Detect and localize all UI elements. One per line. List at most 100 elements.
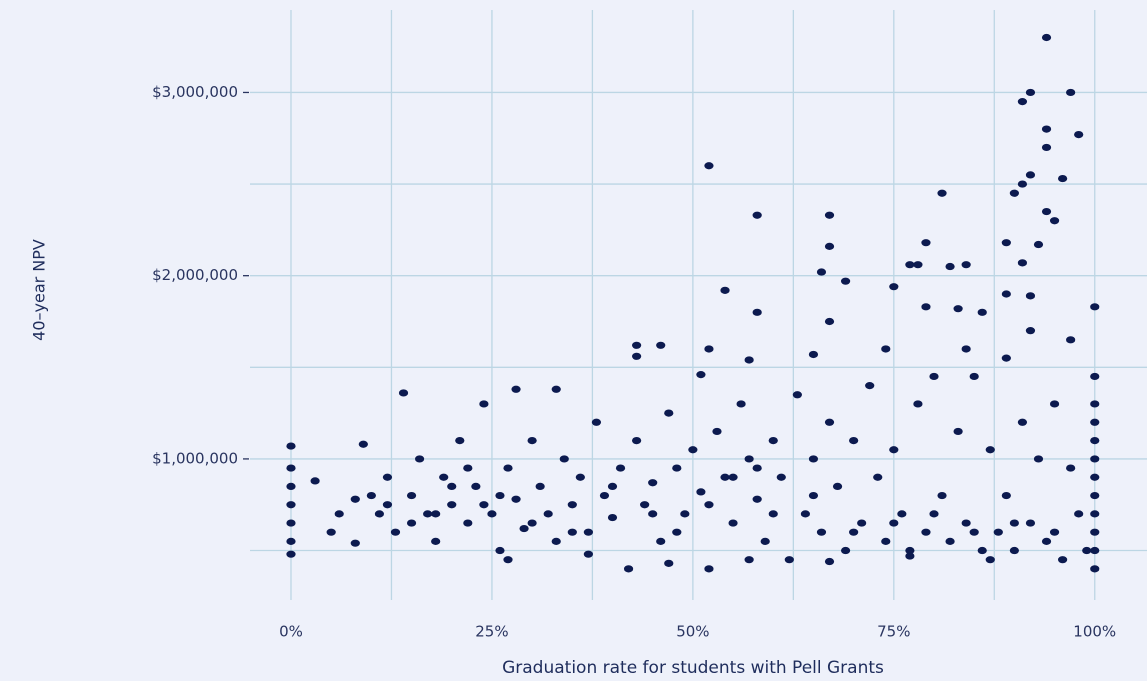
point	[1090, 372, 1100, 381]
point	[447, 482, 457, 490]
point	[961, 345, 971, 353]
point	[640, 501, 650, 509]
point	[840, 277, 851, 285]
point	[423, 510, 433, 518]
point	[728, 473, 738, 481]
point	[1033, 240, 1044, 249]
point	[1090, 473, 1100, 481]
point	[929, 510, 939, 518]
point	[816, 528, 827, 536]
point	[519, 524, 529, 533]
point	[495, 546, 505, 555]
point	[463, 464, 473, 472]
point	[704, 345, 714, 353]
point	[728, 519, 738, 527]
point	[985, 556, 995, 564]
point	[599, 491, 610, 500]
point	[953, 427, 963, 436]
point	[1074, 510, 1084, 518]
y-tick-label: $3,000,000	[152, 83, 238, 101]
point	[286, 550, 296, 558]
point	[945, 537, 955, 545]
point	[961, 261, 971, 269]
point	[656, 341, 666, 349]
y-axis-title: 40–year NPV	[30, 239, 49, 341]
point	[623, 565, 634, 573]
point	[286, 442, 296, 450]
point	[1041, 207, 1052, 216]
point	[1058, 556, 1068, 564]
point	[575, 473, 585, 481]
point	[905, 546, 915, 555]
point	[1090, 510, 1100, 518]
point	[752, 211, 762, 219]
point	[768, 436, 778, 445]
point	[382, 501, 393, 509]
point	[551, 385, 561, 393]
point	[937, 491, 947, 500]
point	[712, 427, 722, 436]
point	[808, 491, 819, 500]
point	[1025, 171, 1036, 179]
point	[632, 352, 642, 360]
point	[913, 261, 923, 269]
point	[447, 501, 457, 509]
point	[744, 556, 754, 564]
point	[431, 537, 441, 545]
point	[543, 510, 553, 518]
point	[921, 303, 931, 311]
point	[431, 510, 441, 518]
point	[286, 482, 296, 490]
x-tick-label: 0%	[279, 623, 303, 641]
point	[1001, 239, 1011, 247]
point	[1025, 327, 1036, 335]
point	[1066, 336, 1076, 344]
point	[559, 455, 569, 463]
point	[889, 283, 899, 291]
point	[680, 510, 690, 518]
point	[527, 519, 537, 527]
point	[310, 477, 320, 485]
point	[977, 308, 987, 316]
point	[374, 510, 385, 518]
point	[913, 400, 923, 408]
point	[479, 400, 489, 408]
point	[832, 482, 843, 490]
point	[937, 189, 947, 197]
point	[704, 565, 714, 573]
point	[1049, 400, 1060, 408]
point	[1090, 528, 1100, 536]
point	[720, 473, 730, 481]
point	[615, 464, 626, 472]
point	[824, 317, 835, 326]
point	[1090, 303, 1100, 311]
point	[840, 546, 851, 555]
point	[567, 528, 577, 536]
point	[1025, 292, 1036, 300]
point	[1009, 519, 1019, 527]
point	[382, 473, 393, 481]
point	[503, 464, 513, 472]
point	[1009, 189, 1019, 197]
point	[744, 455, 754, 463]
point	[664, 559, 674, 567]
point	[921, 528, 931, 536]
point	[503, 556, 513, 564]
point	[704, 162, 714, 170]
point	[736, 400, 746, 408]
point	[1041, 33, 1052, 42]
point	[1001, 290, 1011, 298]
point	[487, 510, 497, 518]
point	[969, 528, 979, 536]
point	[350, 539, 360, 547]
point	[760, 537, 770, 545]
point	[720, 286, 730, 294]
point	[1041, 125, 1052, 133]
point	[921, 239, 931, 247]
point	[865, 382, 875, 390]
point	[286, 537, 296, 545]
point	[406, 519, 417, 527]
point	[1058, 174, 1068, 183]
point	[1090, 436, 1100, 445]
